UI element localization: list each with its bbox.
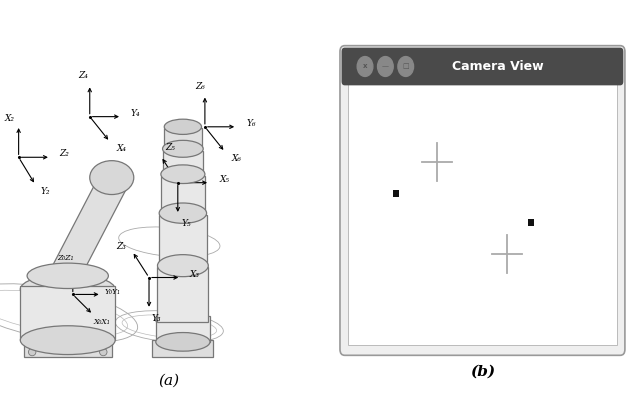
Bar: [348, 83, 617, 345]
Bar: [153, 340, 213, 357]
Text: Y₀Y₁: Y₀Y₁: [105, 288, 121, 296]
Text: Y₃: Y₃: [151, 314, 161, 323]
Ellipse shape: [156, 310, 210, 330]
Ellipse shape: [100, 348, 107, 356]
Bar: [528, 219, 534, 226]
Bar: [20, 286, 115, 340]
FancyBboxPatch shape: [340, 46, 625, 355]
Bar: [159, 215, 206, 266]
Text: X₄: X₄: [117, 145, 127, 153]
Ellipse shape: [164, 119, 201, 135]
Text: Y₂: Y₂: [41, 187, 50, 196]
Text: Y₅: Y₅: [181, 219, 191, 228]
Bar: [161, 176, 205, 213]
Text: Z₀Z₁: Z₀Z₁: [57, 254, 73, 262]
Bar: [157, 267, 208, 322]
Text: Z₃: Z₃: [116, 242, 126, 251]
Text: X₂: X₂: [4, 114, 14, 123]
Text: X₅: X₅: [220, 175, 229, 184]
Ellipse shape: [156, 333, 210, 351]
Bar: [394, 190, 399, 197]
Bar: [162, 150, 203, 174]
Text: —: —: [382, 64, 389, 69]
Ellipse shape: [161, 165, 205, 183]
Text: (a): (a): [158, 374, 180, 388]
Ellipse shape: [20, 326, 115, 355]
Ellipse shape: [20, 274, 115, 304]
Ellipse shape: [157, 254, 208, 277]
Text: Y₄: Y₄: [130, 109, 141, 118]
Ellipse shape: [162, 141, 203, 157]
Text: Camera View: Camera View: [452, 60, 544, 73]
Bar: [156, 316, 210, 342]
Text: □: □: [403, 64, 409, 69]
Bar: [164, 129, 201, 149]
Text: X₀X₁: X₀X₁: [93, 318, 110, 326]
Circle shape: [357, 57, 373, 77]
Text: (b): (b): [470, 365, 495, 379]
Text: Z₆: Z₆: [195, 82, 204, 91]
Text: X₆: X₆: [232, 154, 242, 164]
Text: x: x: [363, 64, 367, 69]
Text: X₃: X₃: [190, 270, 200, 279]
Circle shape: [398, 57, 413, 77]
Text: Z₂: Z₂: [59, 149, 69, 158]
Polygon shape: [51, 184, 128, 269]
Text: Z₄: Z₄: [79, 71, 89, 81]
Circle shape: [378, 57, 393, 77]
Ellipse shape: [29, 348, 36, 356]
Ellipse shape: [159, 203, 206, 224]
Text: Y₆: Y₆: [247, 119, 256, 128]
Text: Z₅: Z₅: [166, 143, 175, 152]
Ellipse shape: [89, 161, 134, 195]
Bar: [344, 67, 620, 81]
FancyBboxPatch shape: [341, 48, 624, 85]
Bar: [24, 339, 112, 357]
Ellipse shape: [27, 263, 109, 289]
